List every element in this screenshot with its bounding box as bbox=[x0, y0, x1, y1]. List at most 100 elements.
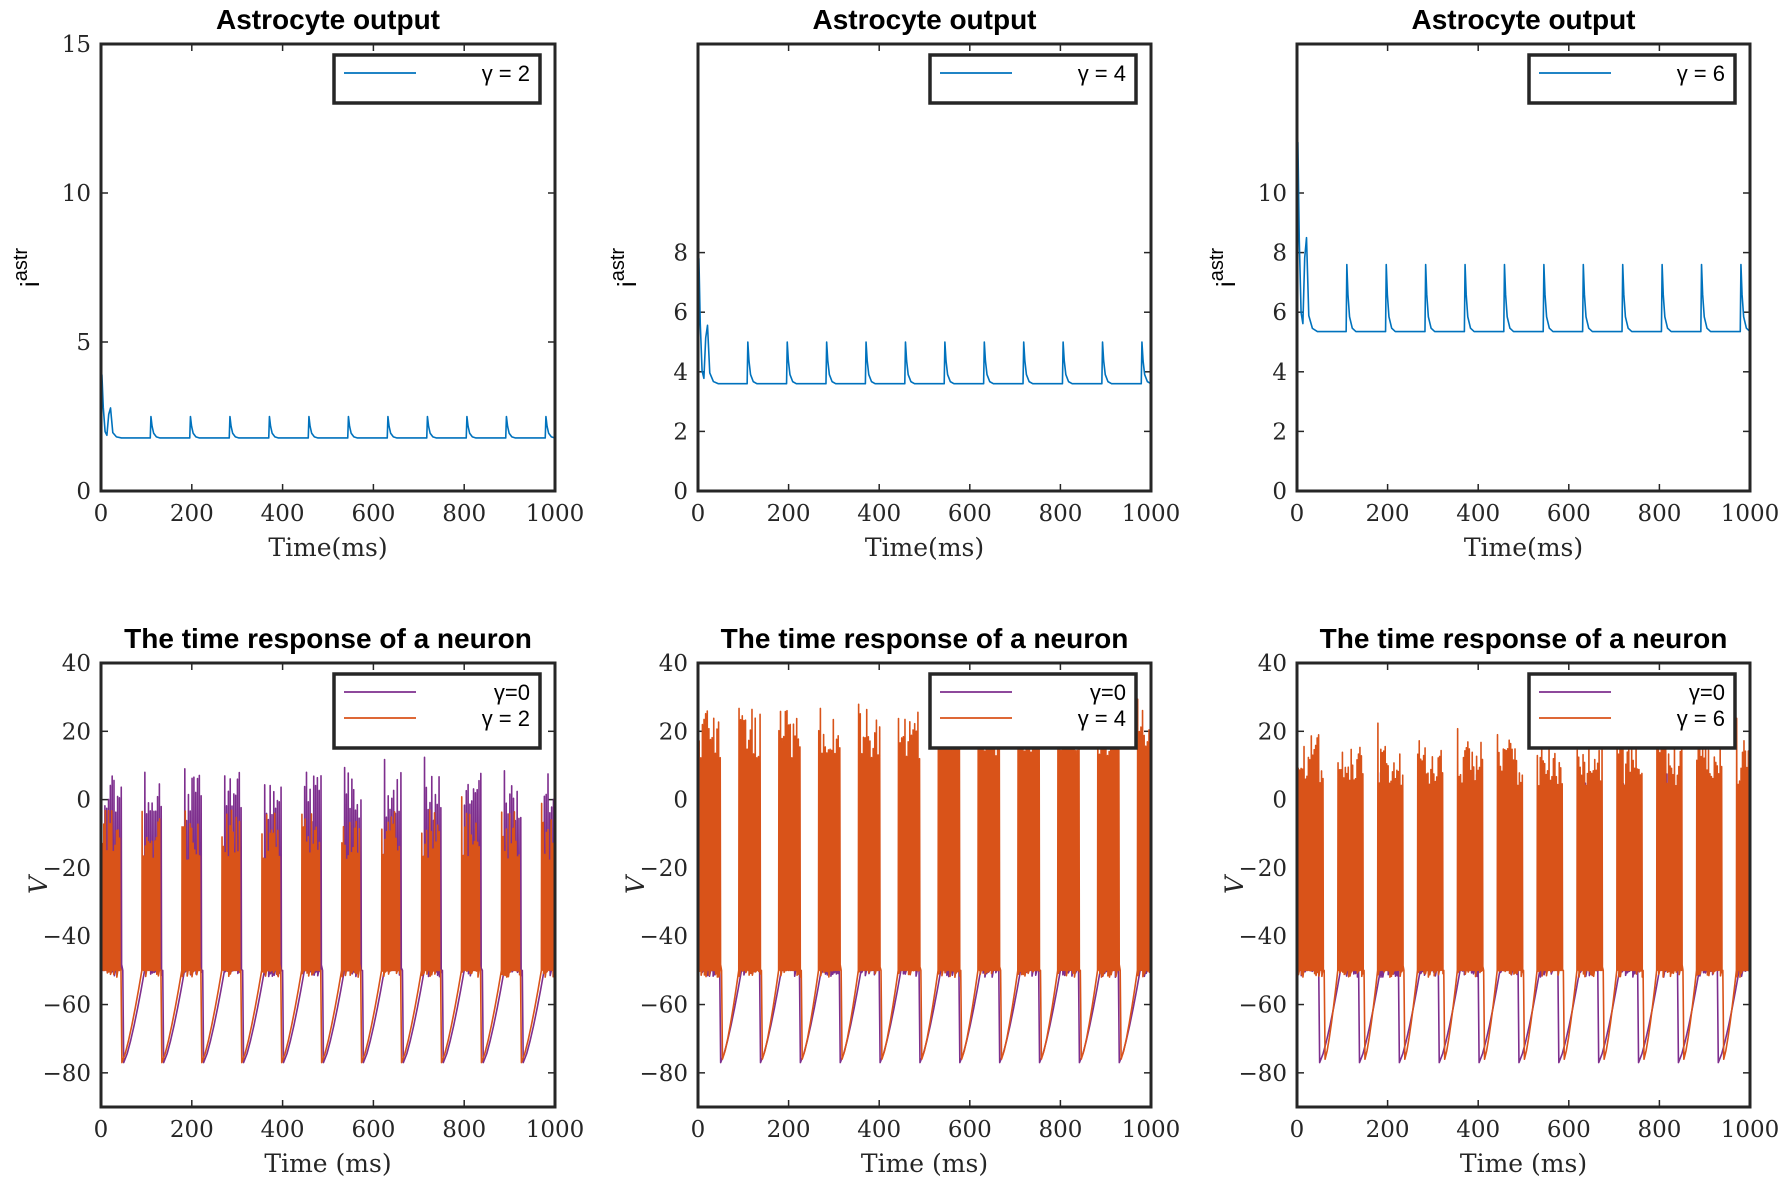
y-tick-label: 8 bbox=[673, 241, 688, 267]
legend-entry: γ = 2 bbox=[482, 61, 530, 86]
x-tick-label: 0 bbox=[94, 501, 109, 527]
y-tick-label: 6 bbox=[673, 300, 688, 326]
axes-box bbox=[1295, 661, 1752, 1109]
x-tick-label: 400 bbox=[857, 501, 901, 527]
series-line-1 bbox=[698, 698, 1151, 1060]
series-group bbox=[101, 373, 555, 491]
x-tick-label: 400 bbox=[1456, 1117, 1500, 1143]
x-tick-label: 200 bbox=[170, 501, 214, 527]
y-tick-label: 40 bbox=[659, 651, 688, 677]
series-line-0 bbox=[698, 257, 1151, 491]
series-group bbox=[1297, 717, 1750, 1064]
y-tick-label: 4 bbox=[1272, 360, 1287, 386]
x-tick-label: 400 bbox=[261, 501, 305, 527]
legend-box bbox=[1527, 672, 1737, 750]
y-axis-label: iastr bbox=[1206, 248, 1241, 287]
y-tick-label: 8 bbox=[1272, 241, 1287, 267]
y-tick-label: 2 bbox=[673, 419, 688, 445]
y-tick-label: 0 bbox=[673, 788, 688, 814]
y-tick-label: −60 bbox=[42, 993, 91, 1019]
y-tick-label: 40 bbox=[62, 651, 91, 677]
y-axis-label: iastr bbox=[10, 248, 45, 287]
y-tick-label: 0 bbox=[673, 479, 688, 505]
y-tick-label: −80 bbox=[1238, 1061, 1287, 1087]
y-tick-label: 2 bbox=[1272, 419, 1287, 445]
axes-box bbox=[696, 42, 1153, 493]
y-tick-label: 15 bbox=[62, 32, 91, 58]
y-tick-label: 10 bbox=[62, 181, 91, 207]
series-group bbox=[101, 756, 555, 1064]
chart-title: Astrocyte output bbox=[216, 4, 440, 35]
y-tick-label: −20 bbox=[42, 856, 91, 882]
y-axis-label: iastr bbox=[607, 248, 642, 287]
legend-box bbox=[928, 672, 1138, 750]
x-tick-label: 400 bbox=[261, 1117, 305, 1143]
x-tick-label: 200 bbox=[767, 1117, 811, 1143]
x-tick-label: 0 bbox=[94, 1117, 109, 1143]
x-tick-label: 0 bbox=[691, 501, 706, 527]
y-tick-label: −40 bbox=[639, 924, 688, 950]
axes-box bbox=[99, 42, 557, 493]
y-tick-label: 5 bbox=[76, 330, 91, 356]
x-tick-label: 1000 bbox=[1122, 1117, 1181, 1143]
y-tick-label: 0 bbox=[1272, 479, 1287, 505]
legend-box bbox=[1527, 53, 1737, 105]
legend: γ=0γ = 4 bbox=[928, 672, 1138, 750]
x-tick-label: 600 bbox=[948, 1117, 992, 1143]
y-tick-label: 6 bbox=[1272, 300, 1287, 326]
series-line-0 bbox=[698, 754, 1151, 1064]
y-tick-label: 20 bbox=[1258, 719, 1287, 745]
y-tick-label: 4 bbox=[673, 360, 688, 386]
x-tick-label: 800 bbox=[1038, 1117, 1082, 1143]
x-tick-label: 200 bbox=[767, 501, 811, 527]
legend-entry: γ=0 bbox=[1689, 680, 1725, 705]
axes-box bbox=[696, 661, 1153, 1109]
y-tick-label: 0 bbox=[76, 788, 91, 814]
y-tick-label: −80 bbox=[42, 1061, 91, 1087]
chart-title: Astrocyte output bbox=[1412, 4, 1636, 35]
y-tick-label: −40 bbox=[1238, 924, 1287, 950]
y-tick-label: −60 bbox=[1238, 993, 1287, 1019]
chart-panel-top-right: Astrocyte output 0 200 400 600 800 1000 0 2 4 6 8 10… bbox=[1206, 4, 1779, 562]
x-tick-label: 200 bbox=[170, 1117, 214, 1143]
x-tick-label: 800 bbox=[442, 1117, 486, 1143]
legend: γ=0γ = 6 bbox=[1527, 672, 1737, 750]
chart-panel-top-middle: Astrocyte output 0 200 400 600 800 1000 0 2 4 6 8 Ti… bbox=[607, 4, 1180, 562]
x-tick-label: 800 bbox=[1637, 1117, 1681, 1143]
x-tick-label: 600 bbox=[1547, 1117, 1591, 1143]
series-line-0 bbox=[1297, 141, 1750, 491]
legend-box bbox=[928, 53, 1138, 105]
legend-entry: γ = 6 bbox=[1677, 706, 1725, 731]
axes-box bbox=[1295, 42, 1752, 493]
x-tick-label: 1000 bbox=[526, 1117, 585, 1143]
x-tick-label: 1000 bbox=[1721, 1117, 1780, 1143]
y-tick-label: 10 bbox=[1258, 181, 1287, 207]
x-tick-label: 200 bbox=[1366, 501, 1410, 527]
x-tick-label: 1000 bbox=[1721, 501, 1780, 527]
x-tick-label: 400 bbox=[1456, 501, 1500, 527]
x-tick-label: 0 bbox=[1290, 501, 1305, 527]
legend-entry: γ = 4 bbox=[1078, 706, 1126, 731]
series-line-0 bbox=[101, 373, 555, 491]
legend-entry: γ=0 bbox=[494, 680, 530, 705]
x-tick-label: 800 bbox=[442, 501, 486, 527]
x-axis-label: Time (ms) bbox=[1460, 1149, 1587, 1178]
legend-entry: γ = 6 bbox=[1677, 61, 1725, 86]
series-group bbox=[1297, 141, 1750, 491]
legend: γ=0γ = 2 bbox=[332, 672, 542, 750]
x-tick-label: 200 bbox=[1366, 1117, 1410, 1143]
legend-entry: γ = 2 bbox=[482, 706, 530, 731]
y-tick-label: −80 bbox=[639, 1061, 688, 1087]
x-tick-label: 0 bbox=[1290, 1117, 1305, 1143]
x-axis-label: Time(ms) bbox=[865, 533, 984, 562]
y-axis-label: V bbox=[621, 873, 650, 894]
legend: γ = 2 bbox=[332, 53, 542, 105]
y-tick-label: 40 bbox=[1258, 651, 1287, 677]
y-axis-label: V bbox=[1220, 873, 1249, 894]
x-tick-label: 0 bbox=[691, 1117, 706, 1143]
y-tick-label: −20 bbox=[1238, 856, 1287, 882]
series-line-1 bbox=[1297, 717, 1750, 1060]
series-group bbox=[698, 698, 1151, 1064]
